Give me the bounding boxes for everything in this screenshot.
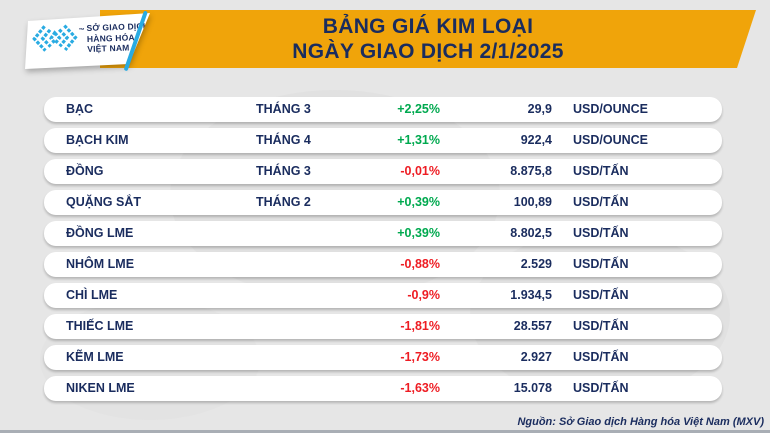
table-row: CHÌ LME -0,9% 1.934,5 USD/TẤN (44, 283, 722, 308)
commodity-name: BẠC (66, 102, 94, 116)
page-title-line2: NGÀY GIAO DỊCH 2/1/2025 (292, 40, 564, 63)
trademark-symbol: ™ (78, 28, 85, 35)
contract-month: THÁNG 4 (256, 133, 311, 147)
header-banner: BẢNG GIÁ KIM LOẠI NGÀY GIAO DỊCH 2/1/202… (100, 10, 756, 68)
price-unit: USD/TẤN (573, 350, 629, 364)
commodity-name: THIẾC LME (66, 319, 134, 333)
commodity-name: BẠCH KIM (66, 133, 129, 147)
percent-change: +1,31% (397, 133, 440, 147)
price-unit: USD/TẤN (573, 226, 629, 240)
percent-change: -1,63% (400, 381, 440, 395)
contract-month: THÁNG 2 (256, 195, 311, 209)
price-value: 2.529 (520, 257, 552, 271)
table-row: NIKEN LME -1,63% 15.078 USD/TẤN (44, 376, 722, 401)
percent-change: +0,39% (397, 195, 440, 209)
commodity-name: KẼM LME (66, 350, 124, 364)
percent-change: -0,01% (400, 164, 440, 178)
price-value: 8.875,8 (510, 164, 552, 178)
page-title-line1: BẢNG GIÁ KIM LOẠI (322, 15, 534, 38)
price-value: 28.557 (513, 319, 552, 333)
table-row: ĐỒNG THÁNG 3 -0,01% 8.875,8 USD/TẤN (44, 159, 722, 184)
percent-change: -1,73% (400, 350, 440, 364)
commodity-name: ĐỒNG (66, 164, 104, 178)
price-unit: USD/TẤN (573, 195, 629, 209)
commodity-name: NHÔM LME (66, 257, 135, 271)
price-value: 100,89 (513, 195, 552, 209)
price-value: 2.927 (520, 350, 552, 364)
price-unit: USD/TẤN (573, 319, 629, 333)
commodity-name: CHÌ LME (66, 288, 118, 302)
percent-change: +2,25% (397, 102, 440, 116)
price-value: 1.934,5 (510, 288, 552, 302)
price-value: 8.802,5 (510, 226, 552, 240)
price-value: 15.078 (513, 381, 552, 395)
price-unit: USD/TẤN (573, 257, 629, 271)
percent-change: -0,9% (407, 288, 440, 302)
percent-change: -0,88% (400, 257, 440, 271)
table-row: ĐỒNG LME +0,39% 8.802,5 USD/TẤN (44, 221, 722, 246)
source-note: Nguồn: Sở Giao dịch Hàng hóa Việt Nam (M… (517, 416, 764, 428)
price-value: 922,4 (520, 133, 552, 147)
mxv-chevron-logo-icon (31, 21, 78, 60)
table-row: NHÔM LME -0,88% 2.529 USD/TẤN (44, 252, 722, 277)
contract-month: THÁNG 3 (256, 102, 311, 116)
commodity-name: QUẶNG SẮT (66, 195, 141, 209)
price-unit: USD/OUNCE (573, 102, 649, 116)
price-unit: USD/TẤN (573, 381, 629, 395)
price-table: BẠC THÁNG 3 +2,25% 29,9 USD/OUNCE BẠCH K… (44, 97, 722, 401)
percent-change: +0,39% (397, 226, 440, 240)
table-row: THIẾC LME -1,81% 28.557 USD/TẤN (44, 314, 722, 339)
commodity-name: ĐỒNG LME (66, 226, 134, 240)
price-unit: USD/TẤN (573, 164, 629, 178)
price-value: 29,9 (527, 102, 552, 116)
price-unit: USD/TẤN (573, 288, 629, 302)
percent-change: -1,81% (400, 319, 440, 333)
contract-month: THÁNG 3 (256, 164, 311, 178)
table-row: BẠC THÁNG 3 +2,25% 29,9 USD/OUNCE (44, 97, 722, 122)
table-row: KẼM LME -1,73% 2.927 USD/TẤN (44, 345, 722, 370)
table-row: BẠCH KIM THÁNG 4 +1,31% 922,4 USD/OUNCE (44, 128, 722, 153)
price-unit: USD/OUNCE (573, 133, 649, 147)
table-row: QUẶNG SẮT THÁNG 2 +0,39% 100,89 USD/TẤN (44, 190, 722, 215)
commodity-name: NIKEN LME (66, 381, 135, 395)
bottom-edge-bar (0, 430, 770, 433)
